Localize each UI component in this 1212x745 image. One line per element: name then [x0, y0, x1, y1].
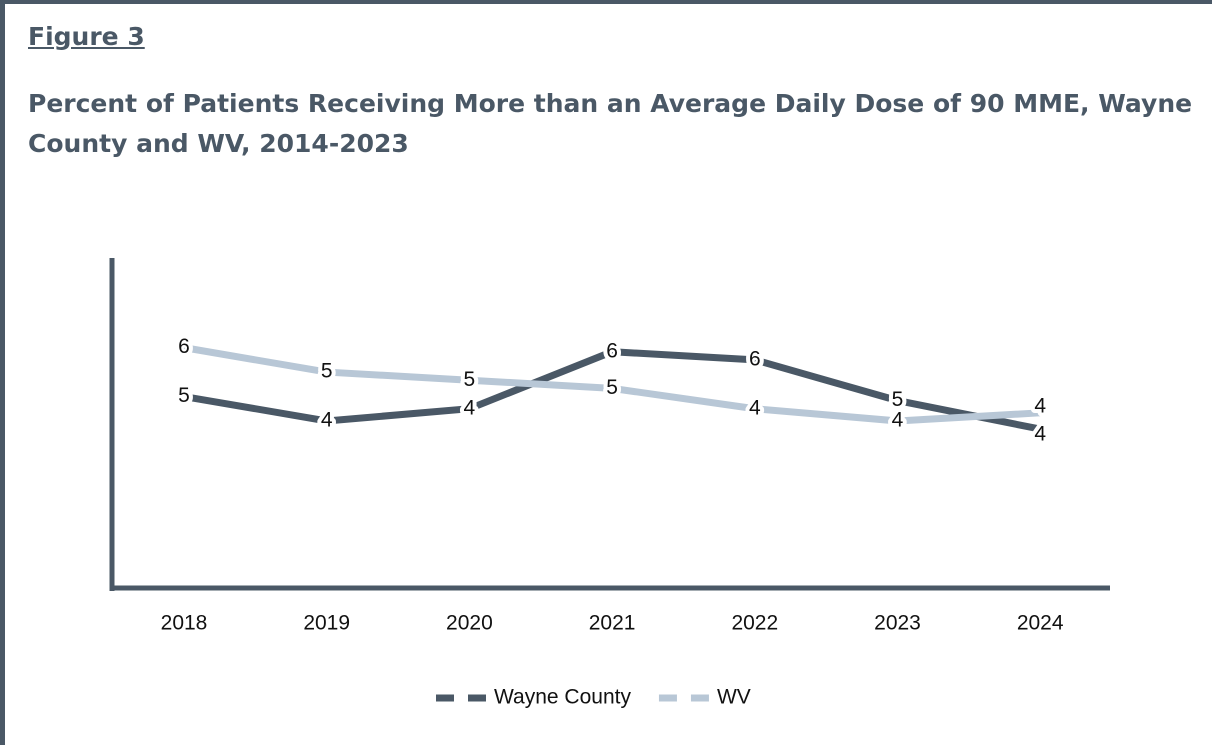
x-tick-label: 2018	[161, 612, 208, 635]
data-label: 4	[1034, 423, 1046, 446]
data-label: 4	[1034, 394, 1046, 417]
data-label: 6	[178, 335, 190, 358]
data-label: 5	[321, 360, 333, 383]
chart-title: Percent of Patients Receiving More than …	[28, 89, 1193, 158]
x-tick-label: 2020	[446, 612, 493, 635]
figure-label: Figure 3	[28, 22, 145, 51]
x-tick-label: 2023	[874, 612, 921, 635]
legend-label: Wayne County	[494, 686, 631, 709]
data-label: 4	[321, 409, 333, 432]
data-label: 5	[178, 384, 190, 407]
x-tick-label: 2024	[1017, 612, 1064, 635]
data-label: 4	[749, 396, 761, 419]
x-tick-label: 2021	[589, 612, 636, 635]
data-label: 5	[464, 368, 476, 391]
legend-label: WV	[717, 686, 751, 709]
x-tick-label: 2019	[303, 612, 350, 635]
data-label: 6	[749, 347, 761, 370]
data-label: 4	[464, 396, 476, 419]
series-line	[183, 344, 1041, 425]
series-line	[183, 348, 1041, 433]
data-label: 5	[606, 376, 618, 399]
data-label: 6	[606, 339, 618, 362]
data-label: 5	[892, 388, 904, 411]
x-tick-label: 2022	[731, 612, 778, 635]
data-label: 4	[892, 409, 904, 432]
